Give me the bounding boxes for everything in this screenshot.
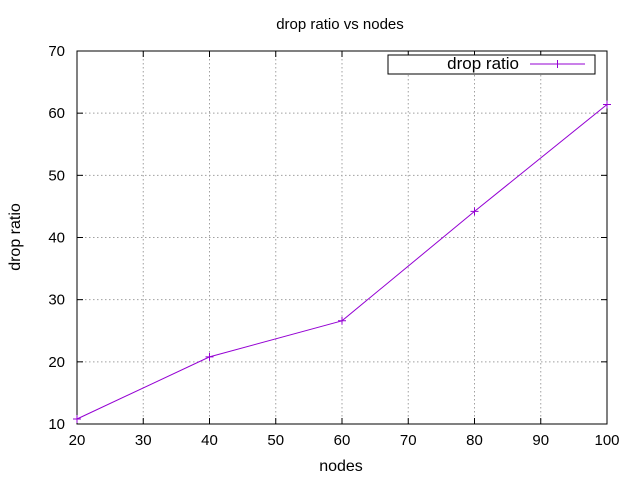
y-tick-label: 10: [48, 416, 65, 433]
y-tick-label: 70: [48, 43, 65, 60]
x-tick-label: 70: [400, 432, 417, 449]
data-point: [338, 316, 346, 325]
y-tick-label: 60: [48, 105, 65, 122]
chart-title: drop ratio vs nodes: [276, 16, 404, 33]
x-tick-label: 90: [532, 432, 549, 449]
x-tick-label: 50: [267, 432, 284, 449]
data-point: [470, 207, 479, 216]
legend-label: drop ratio: [447, 54, 519, 73]
x-tick-label: 40: [201, 432, 218, 449]
y-tick-label: 40: [48, 230, 65, 247]
x-tick-labels: 20 30 40 50 60 70 80 90 100: [69, 432, 620, 449]
y-tick-label: 30: [48, 292, 65, 309]
x-tick-label: 30: [135, 432, 152, 449]
x-tick-label: 80: [466, 432, 483, 449]
y-tick-label: 20: [48, 354, 65, 371]
y-tick-label: 50: [48, 167, 65, 184]
y-tick-labels: 10 20 30 40 50 60 70: [48, 43, 65, 433]
legend-marker-sample: [553, 60, 562, 68]
grid-lines: [77, 51, 607, 424]
data-point: [603, 100, 611, 109]
legend-box: [387, 54, 596, 75]
x-tick-label: 20: [69, 432, 86, 449]
plot-frame: [76, 50, 608, 425]
y-axis-label: drop ratio: [7, 203, 24, 271]
x-tick-label: 60: [334, 432, 351, 449]
legend: drop ratio: [387, 54, 596, 75]
x-tick-label: 100: [594, 432, 619, 449]
data-point: [73, 415, 81, 424]
series-layer: [73, 100, 611, 424]
data-point: [205, 352, 214, 361]
x-axis-label: nodes: [319, 458, 363, 475]
